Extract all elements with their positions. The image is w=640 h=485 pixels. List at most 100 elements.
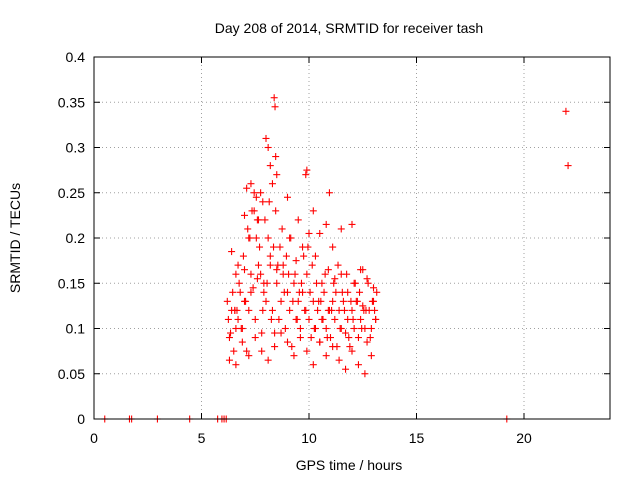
data-point (262, 297, 270, 305)
data-point (254, 261, 262, 269)
data-point (286, 234, 294, 242)
data-point (372, 315, 380, 323)
data-point (266, 261, 274, 269)
data-point (337, 225, 345, 233)
data-point (336, 325, 344, 332)
data-point (293, 315, 301, 323)
data-point (350, 325, 358, 332)
data-point (251, 334, 259, 342)
data-point (264, 144, 272, 151)
data-point (280, 288, 288, 296)
data-point (330, 279, 338, 287)
data-point (236, 288, 244, 296)
data-point (337, 270, 345, 278)
data-point (370, 284, 377, 292)
data-point (322, 325, 330, 332)
data-point (260, 279, 268, 287)
data-point (272, 207, 280, 215)
data-point (292, 257, 300, 265)
data-point (227, 329, 235, 337)
data-point (368, 297, 376, 305)
data-point (325, 306, 333, 314)
data-point (303, 166, 311, 174)
data-point (278, 225, 286, 233)
data-point (247, 288, 255, 296)
data-point (281, 325, 289, 332)
data-point (238, 338, 246, 346)
data-point (267, 315, 275, 323)
data-point (373, 288, 381, 296)
data-point (302, 171, 310, 179)
data-point (225, 334, 233, 342)
data-point (232, 325, 240, 332)
data-point (329, 343, 337, 351)
data-point (359, 266, 367, 274)
data-point (321, 270, 329, 278)
data-point (290, 352, 298, 360)
data-point (316, 338, 324, 346)
axis-ticks: 0 0.05 0.1 0.15 0.2 0.25 0.3 0.35 0.4 0 5 10 15 20 (58, 49, 610, 446)
data-point (340, 306, 348, 314)
data-point (310, 325, 318, 332)
data-point (303, 347, 311, 355)
data-point (361, 370, 369, 378)
data-point (290, 279, 298, 287)
y-tick-label: 0.15 (58, 275, 85, 291)
data-point (354, 361, 362, 369)
data-point (562, 107, 570, 115)
data-point (266, 162, 274, 170)
data-point (259, 306, 267, 314)
data-point (356, 288, 364, 296)
data-point (296, 325, 304, 332)
data-point (299, 243, 307, 251)
data-point (317, 297, 325, 305)
y-tick-label: 0.05 (58, 366, 85, 382)
data-point (262, 134, 270, 142)
data-point (349, 315, 357, 323)
data-point (247, 270, 255, 278)
data-point (329, 297, 337, 305)
data-point (331, 315, 339, 323)
data-point (257, 189, 265, 197)
data-point (323, 334, 331, 342)
data-point (350, 279, 358, 287)
data-point (232, 270, 240, 278)
data-point (282, 252, 290, 260)
data-point (306, 288, 314, 296)
data-point (294, 216, 302, 224)
data-point (332, 288, 340, 296)
data-point (288, 343, 296, 351)
data-point (295, 288, 303, 296)
y-tick-label: 0.1 (66, 321, 86, 337)
data-point (296, 334, 304, 342)
data-point (360, 306, 368, 314)
data-point (339, 297, 347, 305)
data-point (309, 361, 317, 369)
data-point (354, 334, 362, 342)
data-point (318, 279, 326, 287)
data-point (232, 361, 240, 369)
grid (94, 57, 610, 419)
data-point (249, 284, 257, 292)
data-point (241, 266, 248, 274)
data-point (335, 356, 343, 364)
x-axis-title: GPS time / hours (296, 457, 403, 473)
y-tick-label: 0.4 (66, 49, 86, 65)
data-point (357, 315, 365, 323)
data-point (359, 302, 367, 310)
data-point (259, 198, 267, 206)
data-point (230, 347, 238, 355)
data-point (334, 261, 342, 269)
data-point (324, 266, 332, 274)
y-tick-label: 0.2 (66, 230, 86, 246)
data-point (363, 338, 371, 346)
data-point (245, 352, 253, 360)
data-point (314, 306, 322, 314)
data-point (268, 306, 276, 314)
data-point (243, 347, 251, 355)
x-tick-label: 0 (90, 430, 98, 446)
data-point (271, 103, 279, 111)
data-point (364, 279, 372, 287)
data-point (284, 338, 291, 346)
data-point (348, 220, 356, 228)
